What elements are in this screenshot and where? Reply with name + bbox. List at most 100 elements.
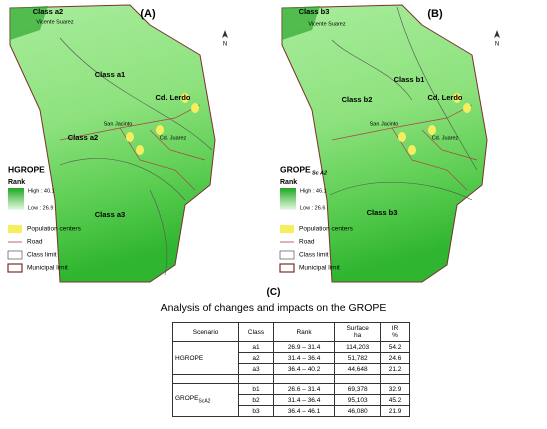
table-cell: Surface ha [334,322,382,342]
place-label: San Jacinto [104,121,133,127]
table-cell: 46,080 [334,405,382,417]
municipality [281,4,488,283]
place-label: Vicente Suarez [308,21,345,27]
place-label: Class a2 [68,133,98,142]
cell-text: 21.2 [388,365,402,373]
legend-ramp [8,188,24,210]
cell-text: 36.4 – 40.2 [287,365,321,373]
cell-text: GROPE [175,395,199,403]
road [59,104,206,191]
north-arrow [222,30,228,38]
table-cell: a2 [238,352,274,364]
cell-text: 69,378 [347,385,368,393]
cell-text: a3 [252,365,260,373]
cell-text: 36.4 – 46.1 [287,407,321,415]
cell-text: Surface [346,325,369,332]
table-cell [272,374,336,384]
place-label: Class a1 [95,70,125,79]
place-label: Cd. Juarez [160,135,187,141]
table-cell: b2 [238,394,274,406]
place-label: Class b1 [394,75,425,84]
place-label: Cd. Lerdo [428,93,463,102]
legend-title-sub: Sc A2 [312,170,327,176]
table-cell: Rank [272,322,336,342]
class-limit [59,37,213,276]
table-cell: 32.9 [380,383,410,395]
legend-ramp [280,188,296,210]
cell-text: 21.9 [388,407,402,415]
cell-text: 44,648 [347,365,368,373]
cell-text: 45.2 [388,396,402,404]
table-cell: b1 [238,383,274,395]
table-cell: 54.2 [380,341,410,353]
place-label: Cd. Lerdo [156,93,191,102]
cell-text: b1 [252,385,260,393]
legend-rank: Rank [280,179,297,186]
table-cell: 36.4 – 46.1 [272,405,336,417]
cell-text: 31.4 – 36.4 [287,396,321,404]
legend-swatch [279,263,295,273]
table-cell: 26.6 – 31.4 [272,383,336,395]
north-arrow [494,30,500,38]
cell-text: b2 [252,396,260,404]
cell-text: 26.9 – 31.4 [287,343,321,351]
population-center [398,132,406,142]
table-cell [171,374,240,384]
table-cell [238,374,274,384]
table-cell: 36.4 – 40.2 [272,363,336,375]
table-cell: 21.9 [380,405,410,417]
table-cell: 44,648 [334,363,382,375]
legend-label: Population centers [27,226,82,233]
dark-corner [10,6,48,40]
table-row: a3 36.4 – 40.2 44,648 21.2 [173,363,410,375]
table-cell: GROPEScA2 [171,383,240,417]
place-label: Class a3 [95,210,125,219]
table-row: HGROPE a1 26.9 – 31.4 114,203 54.2 [171,341,410,375]
table-cell: 31.4 – 36.4 [272,352,336,364]
municipality [9,4,216,283]
legend-low: Low : 26.9 [28,205,53,211]
cell-text: 114,203 [346,343,370,351]
legend-label: Population centers [299,226,354,233]
population-center [126,132,134,142]
cell-text: ScA2 [198,398,211,405]
table-cell: HGROPE [171,341,240,375]
legend-label: Municipal limit [299,265,340,272]
cell-text: a1 [252,343,260,351]
population-center [408,145,416,155]
population-center [181,93,189,103]
place-label: Cd. Juarez [432,135,459,141]
table-cell: b3 [238,405,274,417]
table-cell: Class [238,322,274,342]
population-center [191,103,199,113]
table-cell: 114,203 [334,341,382,353]
table-cell: a3 [238,363,274,375]
legend-label: Road [299,239,315,246]
table-cell: 26.9 – 31.4 [272,341,336,353]
table-title: Analysis of changes and impacts on the G… [160,302,387,314]
table: Scenario Class Rank Surface ha IR% HGROPE a1 26.… [171,322,410,417]
legend-swatch [280,225,294,233]
legend-swatch [8,225,22,233]
cell-text: Rank [296,328,312,336]
place-label: Class b3 [299,7,330,16]
cell-text: 32.9 [388,385,402,393]
cell-text: 24.6 [388,354,402,362]
table-cell: IR% [380,322,410,342]
legend-label: Class limit [27,252,57,259]
population-center [136,145,144,155]
population-center [453,93,461,103]
maps: (A) N Class a2 Vicente Suarez Class a1 Cd. Le… [7,4,500,283]
panel-label: (B) [427,8,443,20]
dark-corner [282,6,320,40]
north-label: N [495,42,499,48]
table-cell: 31.4 – 36.4 [272,394,336,406]
place-label: San Jacinto [370,121,399,127]
table-cell: 24.6 [380,352,410,364]
place-label: Vicente Suarez [36,19,73,25]
cell-text: b3 [252,407,260,415]
population-center [156,125,164,135]
class-limit [329,6,478,201]
